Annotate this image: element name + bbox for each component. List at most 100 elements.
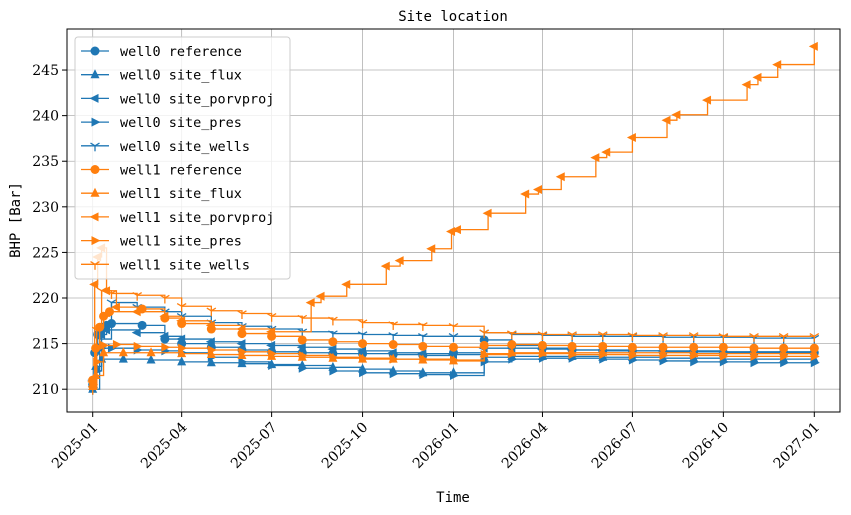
data-point [567, 331, 577, 340]
data-point [90, 187, 100, 197]
legend-label: well0 site_porvproj [120, 91, 274, 107]
marker-stroke [602, 331, 608, 336]
data-point [91, 370, 101, 380]
data-point [555, 172, 565, 182]
data-point [387, 348, 397, 358]
marker-stroke [160, 294, 166, 299]
data-point [341, 279, 351, 289]
marker-stroke [422, 333, 428, 337]
legend-label: well0 reference [120, 44, 242, 60]
marker-stroke [453, 323, 459, 327]
data-point [780, 358, 790, 368]
data-point [359, 353, 369, 363]
x-tick-label: 2026-01 [410, 420, 462, 472]
marker-stroke [96, 287, 102, 292]
data-point [658, 332, 668, 341]
legend-item: well0 site_pres [81, 115, 242, 131]
marker-stroke [328, 316, 334, 321]
data-point [809, 333, 820, 342]
x-tick-label: 2026-10 [680, 420, 732, 472]
data-point [718, 333, 729, 342]
data-point [388, 340, 398, 350]
legend-label: well1 reference [120, 163, 242, 179]
y-tick-label: 215 [32, 337, 59, 353]
y-axis-title: BHP [Bar] [8, 182, 24, 258]
marker-stroke [357, 331, 363, 336]
data-point [105, 307, 115, 317]
data-point [671, 110, 681, 120]
legend-item: well0 site_flux [81, 68, 242, 84]
marker-stroke [210, 319, 217, 324]
marker-stroke [164, 308, 170, 313]
marker-stroke [778, 333, 784, 337]
data-point [89, 93, 99, 103]
marker-stroke [362, 319, 368, 324]
data-point [236, 324, 246, 334]
data-point [93, 357, 103, 367]
legend-item: well1 site_pres [81, 234, 242, 250]
data-point [131, 328, 141, 338]
legend-label: well1 site_flux [120, 186, 242, 202]
data-point [328, 337, 338, 347]
marker-stroke [132, 292, 138, 296]
data-point [810, 351, 820, 361]
marker-stroke [632, 332, 638, 336]
marker-stroke [241, 310, 247, 315]
marker-stroke [723, 333, 729, 337]
data-point [628, 350, 638, 360]
x-tick-label: 2027-01 [771, 420, 823, 472]
marker-stroke [90, 261, 96, 265]
data-point [298, 350, 308, 360]
data-point [237, 310, 247, 320]
data-point [327, 344, 337, 354]
marker-stroke [99, 335, 105, 340]
data-point [567, 341, 577, 351]
data-point [718, 342, 728, 352]
data-point [205, 337, 215, 347]
data-point [358, 339, 368, 349]
marker-stroke [357, 319, 363, 324]
data-point [418, 341, 428, 351]
data-point [112, 340, 122, 350]
data-point [480, 350, 490, 360]
data-point [90, 69, 100, 79]
marker-stroke [266, 312, 272, 317]
data-point [146, 347, 156, 357]
marker-stroke [91, 326, 97, 331]
marker-stroke [94, 335, 100, 340]
data-point [598, 341, 608, 351]
data-point [507, 340, 517, 350]
data-point [810, 358, 820, 368]
legend-item: well1 reference [81, 163, 242, 179]
data-point [177, 356, 187, 366]
data-point [719, 351, 729, 361]
data-point [359, 368, 369, 378]
marker-stroke [92, 385, 98, 390]
data-point [132, 292, 143, 301]
series-well1-site_pres [89, 340, 820, 390]
data-point [508, 349, 518, 359]
x-tick-label: 2026-07 [589, 420, 641, 472]
data-point [661, 115, 671, 125]
data-point [749, 333, 759, 342]
data-point [101, 325, 111, 335]
legend-item: well1 site_flux [81, 186, 242, 202]
y-tick-label: 245 [32, 63, 59, 79]
data-point [90, 165, 100, 174]
marker-stroke [297, 314, 303, 319]
data-point [537, 340, 547, 350]
legend-item: well0 reference [81, 44, 242, 60]
data-point [750, 351, 760, 361]
data-point [266, 327, 276, 337]
series-line [92, 46, 815, 383]
marker-stroke [206, 307, 212, 312]
series-line [92, 355, 815, 390]
x-tick-label: 2025-07 [228, 420, 280, 472]
marker-stroke [662, 332, 668, 336]
data-point [702, 95, 712, 105]
legend-label: well1 site_wells [120, 257, 250, 273]
data-point [389, 369, 399, 379]
y-tick-label: 230 [32, 200, 59, 216]
data-point [90, 142, 100, 152]
